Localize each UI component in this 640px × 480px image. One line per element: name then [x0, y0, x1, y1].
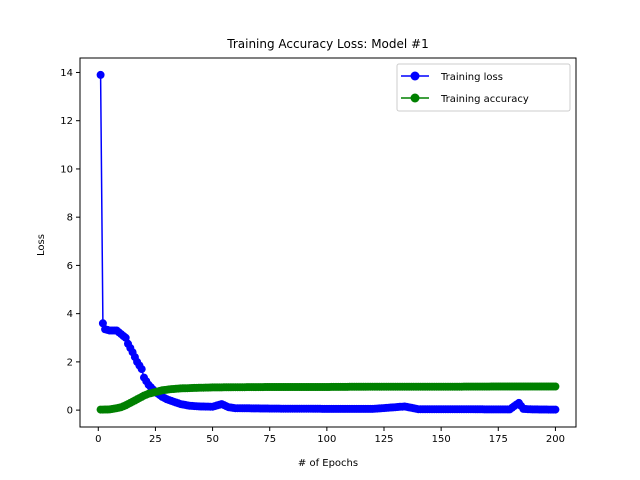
- y-tick-label: 8: [67, 213, 73, 224]
- y-tick-label: 14: [60, 68, 73, 79]
- x-tick-label: 75: [263, 434, 276, 445]
- x-axis-ticks: 0 25 50 75 100 125 150 175 200: [95, 427, 565, 445]
- x-tick-label: 200: [546, 434, 565, 445]
- data-point: [96, 70, 105, 79]
- y-tick-label: 10: [60, 164, 73, 175]
- legend-accuracy-label: Training accuracy: [440, 94, 529, 105]
- data-point: [121, 333, 130, 342]
- x-tick-label: 0: [95, 434, 101, 445]
- x-tick-label: 125: [374, 434, 393, 445]
- series-training-accuracy: [96, 382, 560, 414]
- legend: Training loss Training accuracy: [396, 63, 571, 112]
- y-axis-ticks: 0 2 4 6 8 10 12 14: [60, 68, 80, 417]
- y-tick-label: 2: [67, 357, 73, 368]
- x-tick-label: 25: [149, 434, 162, 445]
- data-point: [551, 405, 560, 414]
- plot-frame: [79, 57, 577, 428]
- y-tick-label: 0: [67, 406, 73, 417]
- data-point: [551, 382, 560, 391]
- y-tick-label: 6: [67, 261, 73, 272]
- x-tick-label: 50: [206, 434, 219, 445]
- legend-loss-label: Training loss: [440, 72, 503, 83]
- data-point: [137, 365, 146, 374]
- x-tick-label: 175: [489, 434, 508, 445]
- y-tick-label: 4: [67, 309, 73, 320]
- legend-accuracy-marker: [410, 93, 420, 103]
- chart-title: Training Accuracy Loss: Model #1: [226, 37, 428, 51]
- y-axis-label: Loss: [36, 234, 47, 256]
- x-axis-label: # of Epochs: [298, 458, 358, 469]
- legend-box: [396, 63, 571, 112]
- y-tick-label: 12: [60, 116, 73, 127]
- x-tick-label: 150: [432, 434, 451, 445]
- x-tick-label: 100: [317, 434, 336, 445]
- data-point: [98, 319, 107, 328]
- legend-loss-marker: [410, 71, 420, 81]
- series-layer: [96, 70, 560, 414]
- series-training-loss: [96, 70, 560, 414]
